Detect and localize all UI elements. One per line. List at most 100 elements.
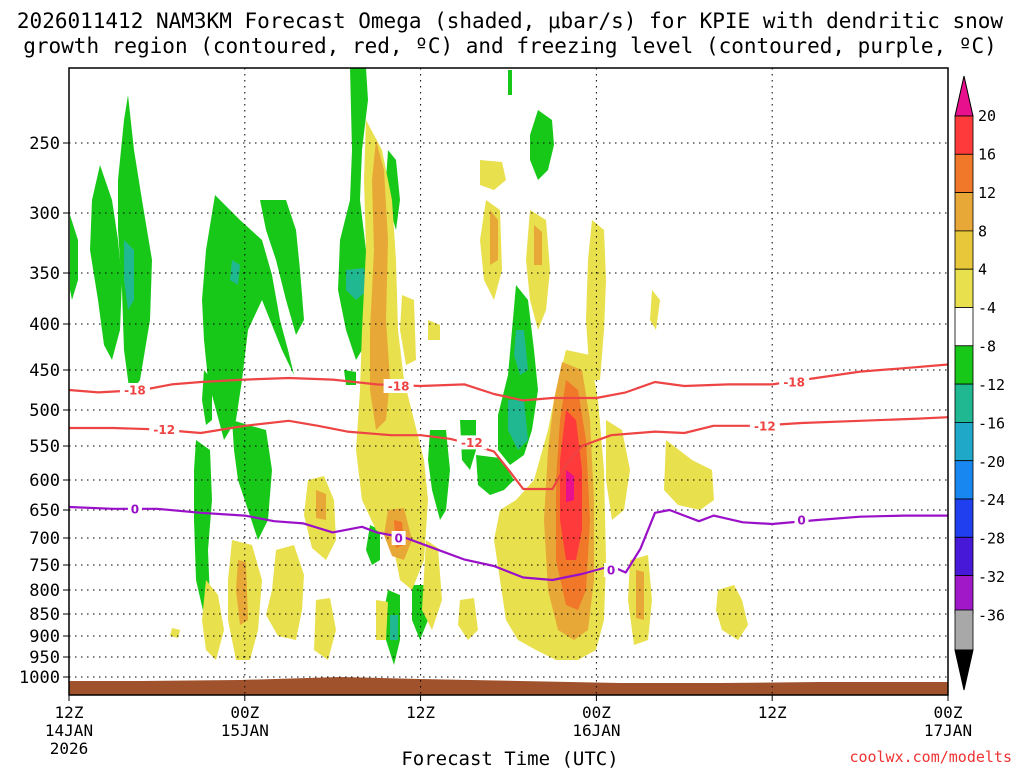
contour-label: 0 — [131, 502, 139, 516]
contour-label: 0 — [394, 532, 402, 546]
contour-label-bg — [119, 383, 150, 397]
x-tick-label-time: 12Z — [55, 703, 84, 722]
colorbar-label: 16 — [978, 145, 996, 163]
colorbar-label: 4 — [978, 261, 987, 279]
contour-label-bg — [383, 379, 414, 393]
omega-region-yellow-22 — [376, 600, 388, 640]
y-tick-label: 850 — [29, 605, 60, 625]
chart-title-line1: 2026011412 NAM3KM Forecast Omega (shaded… — [17, 9, 1004, 33]
colorbar-label: -20 — [978, 453, 1005, 471]
omega-region-gold-8 — [636, 570, 644, 620]
colorbar-swatch — [954, 153, 974, 194]
contour-label: 0 — [607, 564, 615, 578]
y-tick-label: 650 — [29, 501, 60, 521]
y-tick-label: 300 — [29, 204, 60, 224]
x-axis-label: Forecast Time (UTC) — [401, 748, 618, 768]
y-tick-label: 1000 — [19, 668, 60, 688]
omega-region-yellow-2 — [400, 295, 416, 365]
y-tick-label: 700 — [29, 529, 60, 549]
x-tick-label-year: 2026 — [50, 739, 89, 758]
contour-label: -12 — [754, 419, 776, 433]
chart-title-line2: growth region (contoured, red, ºC) and f… — [23, 34, 997, 58]
x-tick-label-date: 17JAN — [924, 721, 972, 740]
omega-region-green-8 — [202, 370, 212, 425]
omega-shading — [70, 68, 748, 665]
colorbar-swatch — [954, 115, 974, 155]
y-tick-label: 550 — [29, 437, 60, 457]
omega-region-green-14 — [476, 455, 514, 495]
omega-region-yellow-9 — [606, 420, 630, 520]
colorbar-swatch — [954, 575, 974, 615]
colorbar-label: -28 — [978, 530, 1005, 548]
omega-region-yellow-21 — [428, 320, 440, 340]
y-tick-label: 350 — [29, 264, 60, 284]
x-tick-label-time: 12Z — [406, 703, 435, 722]
omega-region-yellow-20 — [458, 598, 478, 640]
colorbar-swatch — [954, 230, 974, 270]
colorbar-label: -32 — [978, 568, 1005, 586]
colorbar-swatch — [954, 421, 974, 462]
colorbar-swatch — [954, 383, 974, 423]
omega-region-yellow-10 — [664, 440, 714, 510]
y-tick-label: 750 — [29, 556, 60, 576]
omega-region-yellow-7 — [650, 290, 660, 330]
colorbar-swatch — [954, 609, 974, 651]
y-tick-label: 250 — [29, 134, 60, 154]
y-tick-label: 450 — [29, 361, 60, 381]
colorbar-swatch — [954, 345, 974, 385]
colorbar-swatch — [954, 268, 974, 308]
contour-label: -18 — [783, 376, 805, 390]
plot-area: -18 -18 -18 -12 -12 -12 0 0 0 0 — [68, 67, 949, 696]
pressure-gridlines — [69, 142, 948, 678]
x-tick-label-time: 00Z — [230, 703, 259, 722]
omega-region-gold-3 — [534, 225, 542, 265]
colorbar-label: -16 — [978, 414, 1005, 432]
contour-label-bg — [149, 422, 180, 437]
omega-region-green-4 — [202, 195, 294, 440]
colorbar-swatch — [954, 536, 974, 576]
omega-region-teal-1 — [124, 240, 134, 310]
contour-label: 0 — [797, 514, 805, 528]
contour-label-bg — [749, 418, 780, 433]
y-tick-label: 950 — [29, 648, 60, 668]
x-tick-label-date: 16JAN — [572, 721, 620, 740]
colorbar-swatch — [954, 498, 974, 538]
contour-label: -12 — [461, 436, 483, 450]
y-tick-label: 400 — [29, 315, 60, 335]
contour-label-bg — [794, 513, 809, 528]
omega-region-green-10 — [386, 150, 400, 230]
contour-label: -18 — [388, 380, 410, 394]
contour-label-bg — [391, 531, 406, 545]
contour-label-bg — [456, 435, 487, 450]
colorbar-label: -24 — [978, 491, 1005, 509]
omega-region-green-17 — [508, 70, 512, 95]
x-tick-label-time: 00Z — [582, 703, 611, 722]
contour-label-bg — [779, 375, 810, 389]
colorbar-label: -4 — [978, 299, 996, 317]
omega-region-green-2 — [90, 165, 122, 360]
omega-region-yellow-16 — [202, 580, 224, 660]
x-tick-label-time: 12Z — [758, 703, 787, 722]
omega-region-gold-2 — [490, 210, 498, 265]
colorbar: 20 16 12 8 4 -4 -8 -12 -16 -20 -24 -28 -32 -36 — [954, 75, 1005, 691]
pressure-axis: 2503003504004505005506006507007508008509… — [19, 134, 69, 688]
omega-region-teal-2 — [346, 268, 368, 300]
omega-region-green-3 — [118, 95, 152, 395]
x-tick-label-date: 14JAN — [45, 721, 93, 740]
colorbar-label: -36 — [978, 606, 1005, 624]
omega-region-yellow-12 — [716, 585, 748, 640]
omega-region-yellow-5 — [526, 210, 550, 330]
ground-surface — [69, 677, 948, 695]
omega-region-green-1 — [70, 215, 78, 300]
omega-region-green-12 — [428, 430, 450, 520]
colorbar-label: -8 — [978, 338, 996, 356]
y-tick-label: 800 — [29, 581, 60, 601]
omega-region-yellow-6 — [586, 220, 606, 380]
contour-label: -18 — [124, 384, 146, 398]
y-tick-label: 900 — [29, 627, 60, 647]
omega-region-gold-6 — [316, 490, 326, 520]
omega-region-magenta-1 — [566, 470, 574, 502]
temperature-contours: -18 -18 -18 -12 -12 -12 0 0 0 0 — [68, 363, 949, 582]
contour-label: -12 — [153, 423, 175, 437]
